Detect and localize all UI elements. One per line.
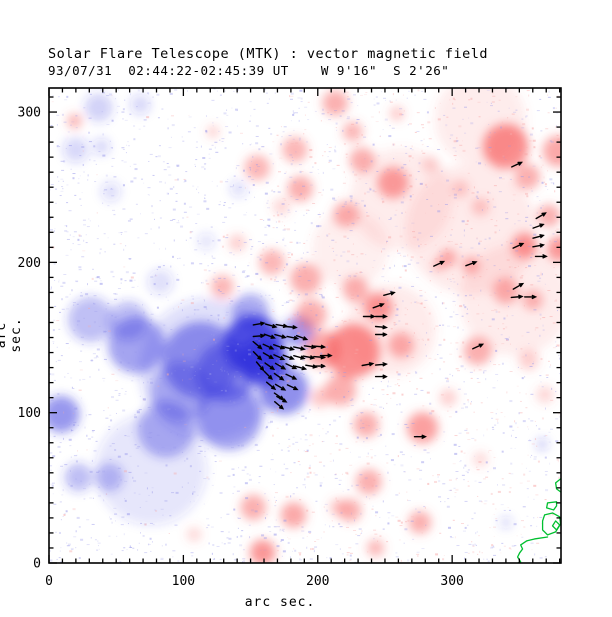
magnetic-vectors [252,161,548,439]
x-axis-label: arc sec. [244,595,316,610]
tick-label: 200 [18,256,41,271]
tick-label: 0 [33,557,41,572]
y-axis-label: arc sec. [0,317,24,353]
plot-subtitle: 93/07/31 02:44:22-02:45:39 UT W 9'16" S … [48,63,450,78]
speckle-noise [49,88,561,563]
tick-label: 100 [172,574,195,589]
tick-label: 100 [18,406,41,421]
plot-title: Solar Flare Telescope (MTK) : vector mag… [48,46,489,62]
axes: 0 100 200 300 0 100 200 300 [18,87,562,589]
polarity-blobs [49,88,561,563]
tick-label: 0 [45,574,53,589]
tick-label: 300 [440,574,463,589]
tick-label: 300 [18,106,41,121]
tick-label: 200 [306,574,329,589]
contour-lines [516,478,561,563]
